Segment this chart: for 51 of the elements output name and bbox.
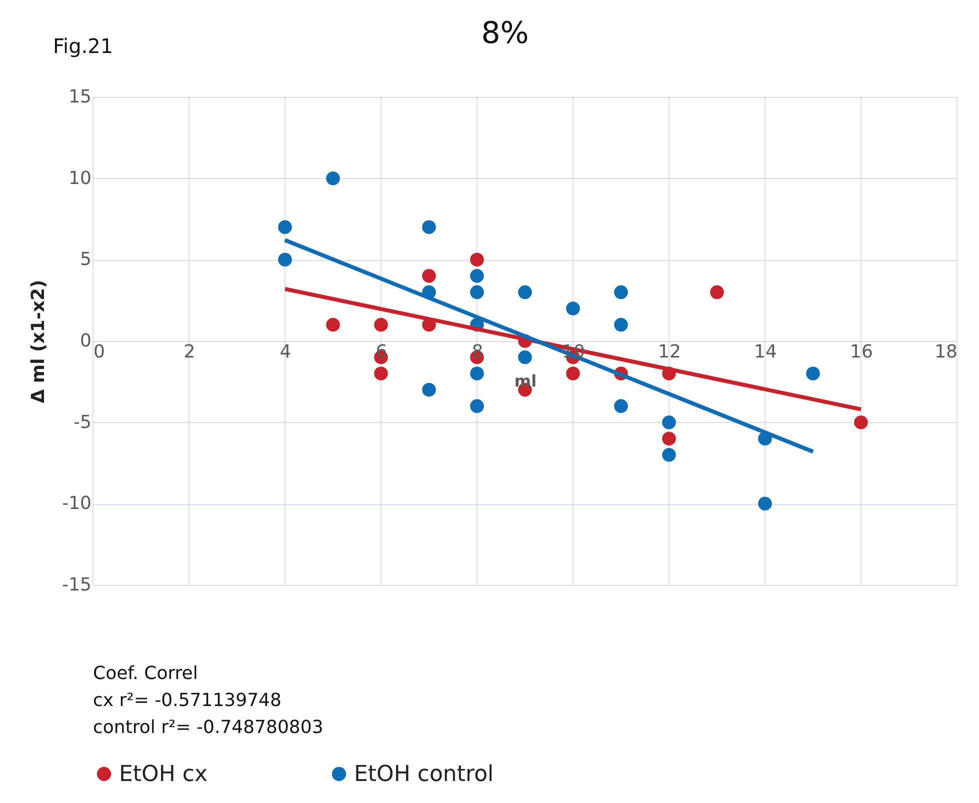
point xyxy=(470,285,484,300)
point xyxy=(374,318,388,332)
point xyxy=(278,252,292,267)
x-tick-label: 12 xyxy=(658,342,681,362)
y-tick-label: 10 xyxy=(68,168,92,189)
text: control r²= -0.748780803 xyxy=(93,717,324,738)
point xyxy=(374,366,388,380)
point xyxy=(470,252,484,267)
point xyxy=(662,432,676,446)
x-tick-label: 14 xyxy=(754,342,777,362)
text: Coef. Correl xyxy=(93,663,198,684)
point xyxy=(422,220,436,234)
chart-title: 8% xyxy=(481,16,529,51)
point xyxy=(422,269,436,283)
x-tick-label: 0 xyxy=(94,342,105,362)
point xyxy=(470,366,484,380)
point xyxy=(758,496,772,511)
point xyxy=(566,366,580,380)
y-tick-label: 5 xyxy=(80,249,92,270)
point xyxy=(614,285,628,300)
point xyxy=(614,318,628,332)
point xyxy=(278,220,292,234)
point xyxy=(518,285,532,300)
point xyxy=(806,366,820,380)
point xyxy=(326,318,340,332)
point xyxy=(326,171,340,186)
legend-label: EtOH control xyxy=(354,762,494,787)
caption: Fig.21 xyxy=(53,34,114,58)
point xyxy=(662,415,676,430)
point xyxy=(566,302,580,316)
y-tick-label: -5 xyxy=(74,412,92,433)
point xyxy=(662,448,676,462)
x-tick-label: 16 xyxy=(850,342,873,362)
x-tick-label: 18 xyxy=(934,342,958,362)
y-tick-label: -15 xyxy=(62,574,92,596)
y-tick-label: -10 xyxy=(62,493,92,514)
legend-label: EtOH cx xyxy=(119,762,208,787)
text: cx r²= -0.571139748 xyxy=(93,690,282,711)
point xyxy=(854,415,868,430)
point xyxy=(470,399,484,413)
x-tick-label: 10 xyxy=(562,342,585,362)
y-axis-title: Δ ml (x1-x2) xyxy=(28,280,50,404)
point xyxy=(518,350,532,364)
point xyxy=(710,285,724,300)
y-tick-label: 15 xyxy=(68,86,92,108)
point xyxy=(422,382,436,397)
x-axis-title: ml xyxy=(514,372,537,390)
point xyxy=(614,399,628,413)
x-tick-label: 4 xyxy=(280,342,292,362)
point xyxy=(470,269,484,283)
x-tick-label: 2 xyxy=(184,342,196,362)
